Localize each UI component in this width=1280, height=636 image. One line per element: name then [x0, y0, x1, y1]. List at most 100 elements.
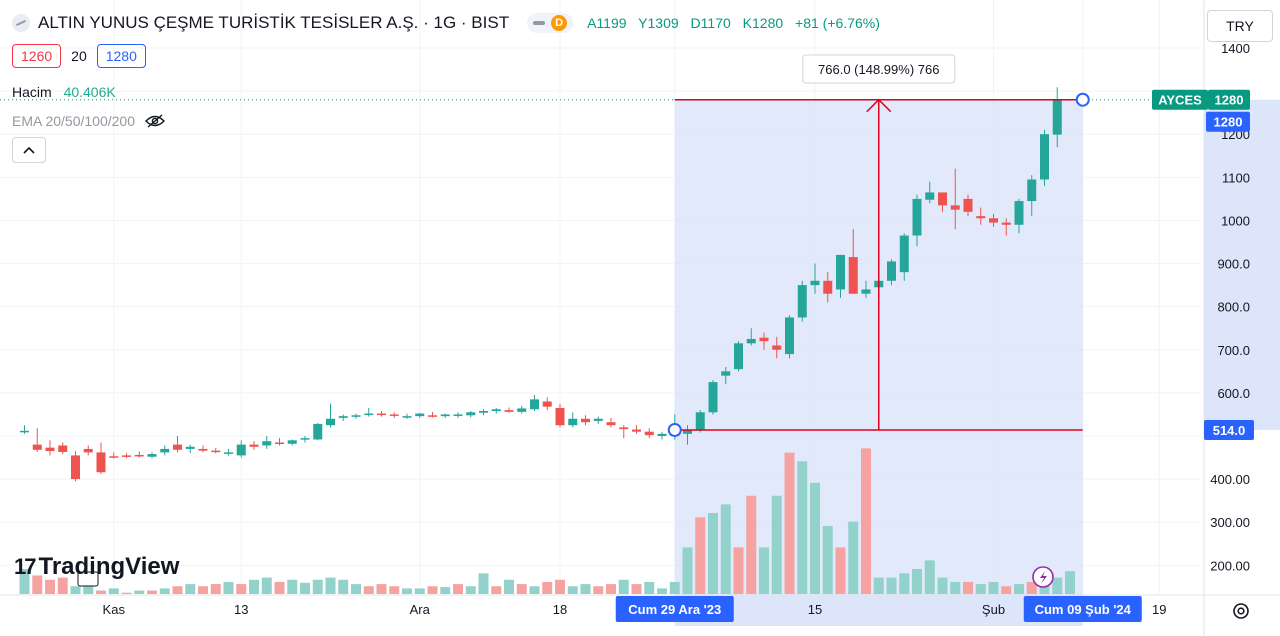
price-tick-label: 400.00 [1210, 472, 1250, 487]
volume-bar [57, 577, 68, 594]
candle-body [185, 446, 195, 449]
minus-icon [533, 21, 546, 25]
volume-bar [300, 582, 310, 594]
replay-icon [77, 571, 99, 587]
price-tick-label: 700.0 [1217, 343, 1250, 358]
input-left-box[interactable]: 1260 [12, 44, 62, 68]
volume-bar [376, 584, 387, 594]
volume-bar [185, 584, 196, 594]
volume-bar [96, 590, 106, 594]
candle-body [963, 198, 973, 212]
volume-bar [529, 586, 540, 594]
low-value: D1170 [690, 15, 731, 31]
candle-body [313, 423, 323, 440]
price-tick-label: 600.0 [1217, 386, 1250, 401]
price-tick-label: 1000 [1221, 213, 1250, 228]
candle-body [657, 433, 667, 436]
volume-bar [771, 495, 782, 594]
candle-body [275, 442, 284, 444]
time-highlight-badge [615, 596, 734, 622]
volume-bar [669, 581, 680, 594]
measure-bottom-price-label: 514.0 [1213, 423, 1246, 438]
axis-range-highlight [1204, 99, 1280, 430]
candle-body [568, 418, 578, 426]
candle-body [632, 429, 641, 432]
volume-bar [542, 581, 553, 594]
volume-bar [134, 590, 145, 594]
volume-bar [351, 584, 361, 594]
candle-body [287, 440, 297, 444]
chevron-up-icon [23, 146, 35, 154]
candle-body [249, 444, 259, 447]
candle-body [797, 285, 807, 318]
time-highlight-label: Cum 09 Şub '24 [1035, 602, 1132, 617]
volume-bar [835, 547, 846, 594]
candle-body [989, 218, 998, 223]
candle-body [415, 413, 425, 417]
lightning-icon [1040, 571, 1047, 584]
volume-bar [516, 584, 527, 594]
candle-body [45, 447, 55, 452]
candle-body [173, 444, 182, 450]
volume-bar [32, 575, 43, 594]
candle-body [530, 399, 539, 410]
collapse-legend-button[interactable] [12, 137, 46, 163]
volume-bar [274, 581, 285, 594]
volume-bar [172, 586, 183, 594]
time-tick-label: Şub [982, 602, 1005, 617]
volume-bar [873, 577, 884, 594]
volume-bar [555, 579, 565, 594]
volume-bar [1014, 584, 1024, 594]
candle-body [491, 409, 501, 411]
candle-body [32, 444, 42, 450]
candle-body [428, 415, 437, 417]
volume-label: Hacim [12, 84, 52, 100]
volume-bar [950, 581, 961, 594]
volume-bar [236, 584, 247, 594]
candle-body [785, 317, 794, 355]
volume-bar [325, 577, 336, 594]
symbol-badge-label: AYCES [1158, 93, 1202, 108]
symbol-badge [1152, 89, 1208, 110]
volume-bar [810, 482, 820, 594]
volume-bar [784, 452, 795, 594]
price-tick-label: 300.00 [1210, 515, 1250, 530]
time-tick-label: 19 [1152, 602, 1166, 617]
candle-body [581, 418, 590, 423]
volume-bar [644, 581, 655, 594]
eye-hidden-icon[interactable] [145, 114, 165, 128]
volume-bar [223, 581, 234, 594]
price-tick-label: 800.0 [1217, 300, 1250, 315]
volume-legend[interactable]: Hacim 40.406K [12, 84, 116, 100]
candle-body [71, 455, 80, 480]
volume-bar [631, 584, 642, 594]
candle-body [160, 448, 170, 453]
volume-bar [338, 579, 349, 594]
market-status-pill[interactable]: D [527, 13, 574, 33]
candle-body [20, 430, 29, 433]
currency-button[interactable]: TRY [1207, 10, 1273, 42]
symbol-title[interactable]: ALTIN YUNUS ÇEŞME TURİSTİK TESİSLER A.Ş.… [38, 13, 510, 32]
time-tick-label: 18 [553, 602, 567, 617]
candle-body [517, 408, 527, 412]
candle-body [440, 414, 450, 417]
volume-bar [618, 579, 629, 594]
measure-arrow-head [866, 98, 892, 113]
ema-legend[interactable]: EMA 20/50/100/200 [12, 113, 165, 129]
volume-bar [414, 588, 425, 594]
volume-bar [159, 588, 170, 594]
volume-bar [1052, 577, 1063, 594]
volume-bar [389, 586, 400, 594]
volume-bar [70, 586, 81, 594]
measure-end-handle [1075, 92, 1090, 107]
candle-body [83, 448, 93, 453]
input-right-box[interactable]: 1280 [96, 44, 146, 68]
candle-body [721, 371, 731, 376]
volume-bar [708, 512, 718, 594]
volume-bar [899, 573, 910, 594]
gear-icon[interactable] [1230, 600, 1252, 622]
tradingview-logo[interactable]: 17 TradingView [14, 553, 179, 581]
symbol-logo-icon [12, 14, 30, 32]
